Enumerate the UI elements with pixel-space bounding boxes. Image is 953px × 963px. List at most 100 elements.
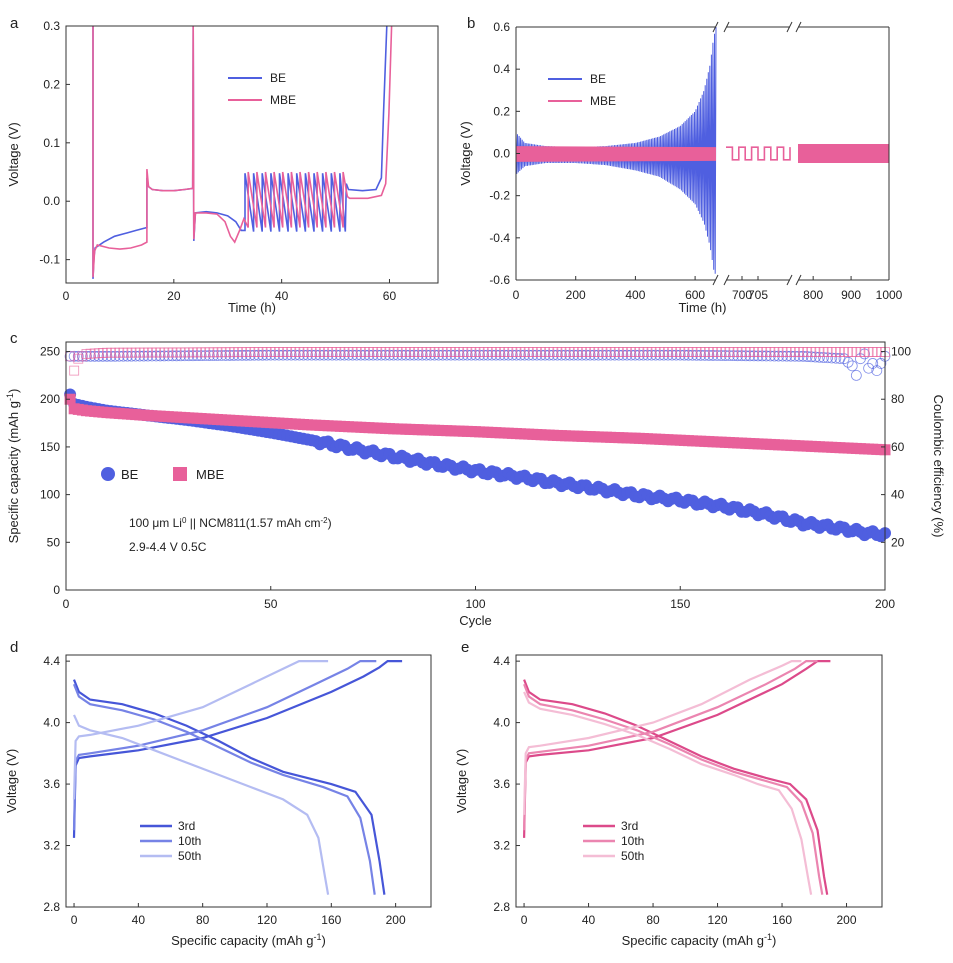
ce-point-be	[109, 350, 121, 362]
ce-point-be	[617, 349, 629, 361]
ce-point-be	[777, 350, 789, 362]
ce-point-be	[466, 349, 477, 361]
ce-point-be	[547, 349, 559, 361]
ce-point-be	[429, 349, 440, 361]
y-tick-label-c: 150	[40, 440, 60, 454]
y-tick-label-b: 0.6	[493, 20, 510, 34]
ce-point-be	[183, 350, 195, 362]
y-tick-label-a: 0.2	[43, 77, 60, 91]
ce-point-be	[289, 349, 301, 361]
ce-point-be	[433, 349, 445, 361]
legend-label-d: 3rd	[178, 819, 195, 833]
ce-point-be	[670, 349, 682, 361]
ce-point-mbe	[847, 347, 858, 357]
axis-break-mark-b	[723, 21, 730, 33]
panel-letter-d: d	[10, 639, 18, 656]
ce-point-be	[629, 349, 641, 361]
ce-point-be	[441, 349, 453, 361]
ce-point-be	[314, 349, 326, 361]
ce-point-be	[769, 350, 780, 362]
ce-point-be	[171, 350, 182, 362]
y-axis-label-right-c: Coulombic efficiency (%)	[931, 395, 946, 538]
ce-point-be	[621, 349, 633, 361]
discharge-curve-50th	[523, 691, 813, 895]
ce-point-be	[257, 349, 268, 361]
y-tick-label-d: 3.6	[43, 777, 60, 791]
ce-point-be	[281, 349, 293, 361]
ce-point-be	[351, 349, 363, 361]
ce-point-be	[552, 349, 563, 361]
ce-point-be	[527, 349, 539, 361]
ce-point-be	[453, 349, 465, 361]
ce-point-be	[658, 349, 670, 361]
ce-point-mbe	[69, 365, 80, 376]
y-tick-label-e: 4.4	[493, 654, 510, 668]
ce-point-be	[138, 350, 150, 362]
ce-point-be	[605, 349, 617, 361]
ce-point-be	[277, 349, 289, 361]
ce-point-be	[609, 349, 621, 361]
ce-point-be	[220, 350, 232, 361]
x-tick-label-d: 80	[196, 913, 210, 927]
ce-point-be	[437, 349, 449, 361]
ce-point-be	[400, 349, 412, 361]
x-tick-label-d: 160	[321, 913, 341, 927]
x-tick-label-c: 200	[875, 597, 895, 611]
ce-point-be	[850, 369, 862, 381]
ce-point-be	[814, 351, 825, 363]
ce-point-be	[298, 349, 309, 361]
ce-point-be	[253, 349, 264, 361]
annotation-test-condition: 2.9-4.4 V 0.5C	[129, 540, 207, 554]
ce-point-be	[375, 349, 387, 361]
x-tick-label-e: 120	[708, 913, 728, 927]
ce-point-be	[842, 356, 854, 368]
x-tick-label-c: 100	[465, 597, 485, 611]
ce-point-be	[826, 352, 838, 364]
y-tick-label-right-c: 80	[891, 392, 905, 406]
ce-point-be	[457, 349, 469, 361]
axes-frame-c	[65, 341, 886, 591]
series-b-mbe-seg3	[798, 144, 889, 163]
ce-point-be	[719, 350, 731, 361]
x-tick-label-c: 150	[670, 597, 690, 611]
y-tick-label-b: -0.2	[489, 189, 510, 203]
x-tick-label-d: 40	[132, 913, 146, 927]
ce-point-be	[232, 349, 244, 361]
ce-point-be	[830, 352, 842, 364]
x-tick-label-b: 900	[841, 288, 861, 302]
ce-point-be	[490, 349, 502, 361]
ce-point-be	[68, 350, 80, 362]
ce-point-be	[212, 350, 223, 361]
discharge-curve-3rd	[523, 679, 829, 895]
y-tick-label-right-c: 60	[891, 440, 905, 454]
y-axis-label-b: Voltage (V)	[458, 121, 473, 185]
x-tick-label-b: 400	[625, 288, 645, 302]
panel-e: e 0 40 80 120 160 200 2.8 3.2 3.6 4.0 4.4 Voltage (V…	[454, 639, 857, 927]
ce-point-be	[105, 350, 117, 362]
axis-break-mark-b	[723, 274, 730, 286]
y-tick-label-b: -0.6	[489, 273, 510, 287]
y-tick-label-b: -0.4	[489, 231, 510, 245]
ce-point-be	[89, 350, 101, 362]
ce-point-be	[371, 349, 383, 361]
y-axis-label-a: Voltage (V)	[6, 122, 21, 186]
ce-point-be	[695, 349, 707, 361]
ce-point-be	[146, 350, 158, 362]
y-tick-label-c: 200	[40, 392, 60, 406]
y-tick-label-b: 0.0	[493, 147, 510, 161]
series-a-mbe	[92, 26, 393, 278]
ce-point-be	[859, 348, 870, 360]
ce-point-be	[388, 349, 400, 361]
y-tick-label-c: 250	[40, 345, 60, 359]
ce-point-be	[474, 349, 485, 361]
panel-letter-e: e	[461, 639, 469, 656]
discharge-curve-3rd	[72, 679, 386, 895]
ce-point-be	[486, 349, 498, 361]
panel-c: c 0 50 100 150 200 0 50 100 150 200 250 20 40 60 80 100 C…	[10, 330, 946, 628]
ce-point-be	[347, 349, 359, 361]
ce-point-be	[343, 349, 354, 361]
ce-point-be	[601, 349, 612, 361]
ce-point-be	[244, 349, 256, 361]
y-tick-label-d: 3.2	[43, 839, 60, 853]
